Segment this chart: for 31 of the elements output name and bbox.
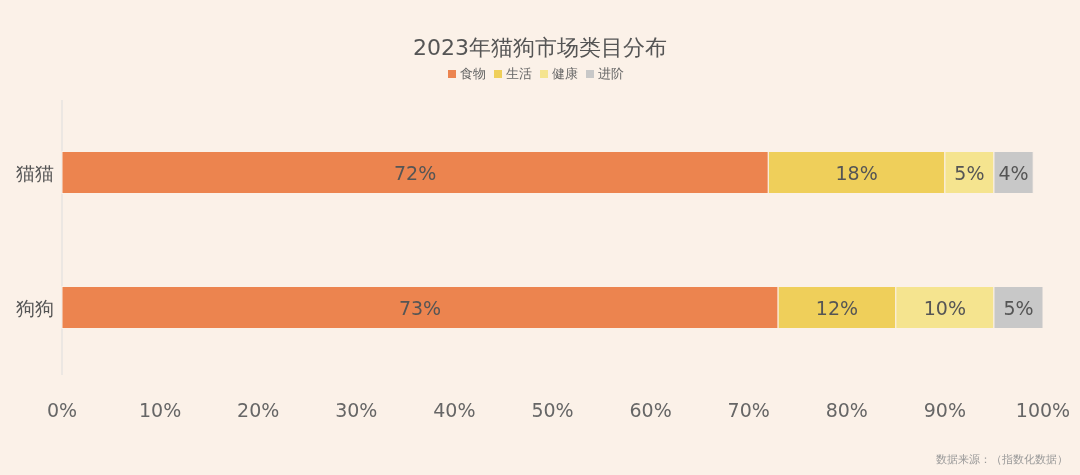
x-tick-label: 10%: [138, 399, 182, 421]
data-label: 18%: [835, 161, 878, 184]
legend-label: 食物: [460, 66, 486, 81]
x-tick-label: 0%: [46, 399, 78, 421]
x-tick-label: 30%: [335, 399, 378, 421]
x-tick-label: 70%: [727, 399, 770, 421]
x-tick-label: 100%: [1015, 399, 1071, 421]
y-tick-label: 猫猫: [16, 161, 54, 184]
source-note: 数据来源：（指数化数据）: [936, 453, 1068, 466]
data-label: 10%: [923, 296, 967, 319]
x-tick-label: 50%: [531, 399, 574, 421]
x-tick-label: 90%: [923, 399, 967, 421]
bar: [993, 286, 1044, 329]
legend-label: 健康: [552, 66, 578, 81]
x-tick-label: 60%: [629, 399, 672, 421]
data-label: 73%: [398, 296, 442, 319]
data-label: 72%: [394, 161, 437, 184]
x-tick-label: 40%: [433, 399, 476, 421]
data-label: 12%: [815, 296, 859, 319]
data-label: 5%: [954, 161, 985, 184]
data-label: 4%: [998, 161, 1029, 184]
legend-label: 生活: [506, 66, 532, 81]
bar: [777, 286, 897, 329]
legend-label: 进阶: [598, 66, 624, 81]
data-label: 5%: [1003, 296, 1034, 319]
chart-title: 2023年猫狗市场类目分布: [413, 35, 667, 60]
bar: [767, 151, 946, 194]
x-tick-label: 20%: [237, 399, 280, 421]
y-tick-label: 狗狗: [16, 296, 54, 319]
bar: [993, 151, 1034, 194]
x-tick-label: 80%: [825, 399, 868, 421]
